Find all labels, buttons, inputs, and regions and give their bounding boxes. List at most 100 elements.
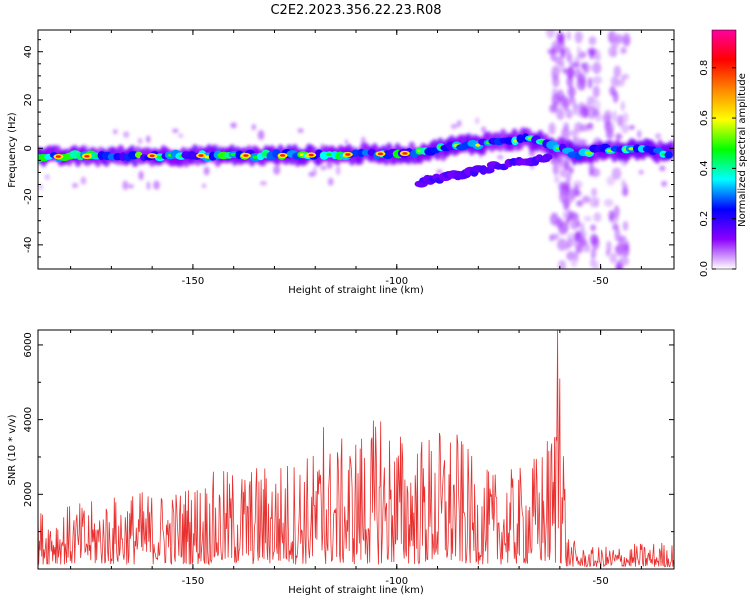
heatmap-speckle bbox=[583, 215, 593, 222]
heatmap-hotspot bbox=[84, 154, 90, 158]
figure-title: C2E2.2023.356.22.23.R08 bbox=[270, 3, 441, 18]
heatmap-speckle bbox=[591, 187, 598, 197]
heatmap-speckle bbox=[592, 75, 603, 85]
heatmap-speckle bbox=[574, 67, 582, 80]
heatmap-speckle bbox=[568, 53, 573, 66]
heatmap-speckle bbox=[615, 244, 625, 257]
heatmap-speckle bbox=[576, 45, 582, 55]
heatmap-speckle bbox=[327, 177, 334, 186]
heatmap-speckle bbox=[335, 165, 341, 176]
heatmap-speckle bbox=[655, 133, 661, 140]
heatmap-speckle bbox=[552, 76, 560, 88]
heatmap-ridge-blob bbox=[664, 151, 673, 159]
heatmap-hotspot bbox=[308, 153, 314, 157]
heatmap-speckle bbox=[548, 104, 559, 114]
heatmap-speckle bbox=[558, 260, 566, 269]
heatmap-speckle bbox=[450, 123, 458, 130]
heatmap-speckle bbox=[589, 196, 598, 208]
heatmap-speckle bbox=[153, 180, 160, 190]
heatmap-speckle bbox=[568, 166, 574, 175]
heatmap-ridge-core bbox=[555, 146, 560, 150]
colorbar-label: Normalized spectral amplitude bbox=[737, 73, 748, 227]
heatmap-speckle bbox=[297, 128, 304, 133]
heatmap-speckle bbox=[622, 112, 629, 124]
heatmap-speckle bbox=[562, 67, 568, 74]
heatmap-speckle bbox=[550, 233, 560, 240]
heatmap-speckle bbox=[613, 65, 622, 78]
heatmap-speckle bbox=[612, 91, 619, 103]
heatmap-speckle bbox=[122, 180, 129, 191]
heatmap-speckle bbox=[592, 85, 600, 98]
heatmap-speckle bbox=[566, 251, 576, 261]
heatmap-speckle bbox=[80, 176, 87, 185]
colorbar-tick-label: 0.2 bbox=[699, 211, 710, 227]
heatmap-speckle bbox=[592, 62, 602, 74]
y-tick-label: -40 bbox=[23, 237, 34, 253]
colorbar-tick-label: 0.6 bbox=[699, 110, 710, 126]
heatmap-speckle bbox=[565, 109, 573, 119]
y-tick-label: 0 bbox=[23, 145, 34, 151]
heatmap-speckle bbox=[576, 138, 582, 145]
heatmap-speckle bbox=[576, 200, 584, 207]
heatmap-speckle bbox=[128, 184, 134, 189]
heatmap-speckle bbox=[638, 169, 644, 175]
heatmap-speckle bbox=[571, 61, 580, 69]
heatmap-speckle bbox=[621, 123, 630, 134]
x-tick-label: -50 bbox=[592, 576, 608, 587]
heatmap-ridge-core bbox=[585, 151, 594, 155]
heatmap-branch-blob bbox=[542, 153, 553, 161]
heatmap-speckle bbox=[561, 127, 570, 140]
heatmap-speckle bbox=[576, 77, 587, 91]
x-tick-label: -50 bbox=[592, 276, 608, 287]
heatmap-speckle bbox=[556, 108, 565, 121]
y-tick-label: 20 bbox=[23, 94, 34, 107]
heatmap-speckle bbox=[619, 256, 630, 266]
heatmap-speckle bbox=[137, 137, 143, 145]
heatmap-speckle bbox=[589, 233, 599, 246]
y-tick-label: 40 bbox=[23, 45, 34, 58]
heatmap-speckle bbox=[72, 183, 79, 188]
heatmap-speckle bbox=[608, 210, 615, 222]
colorbar-frame bbox=[711, 29, 737, 270]
heatmap-y-label: Frequency (Hz) bbox=[7, 112, 18, 188]
heatmap-speckle bbox=[575, 244, 584, 254]
heatmap-speckle bbox=[436, 169, 443, 174]
x-tick-label: -150 bbox=[182, 276, 205, 287]
heatmap-speckle bbox=[569, 212, 579, 221]
heatmap-speckle bbox=[566, 238, 573, 248]
heatmap-speckle bbox=[551, 65, 560, 80]
heatmap-speckle bbox=[621, 73, 630, 80]
y-tick-label: 6000 bbox=[23, 332, 34, 357]
heatmap-speckle bbox=[260, 181, 267, 186]
heatmap-speckle bbox=[481, 126, 487, 133]
heatmap-speckle bbox=[659, 165, 666, 172]
heatmap-speckle bbox=[580, 62, 585, 69]
heatmap-speckle bbox=[574, 122, 584, 133]
heatmap-speckle bbox=[567, 86, 576, 98]
heatmap-speckle bbox=[552, 162, 559, 176]
heatmap-hotspot bbox=[345, 153, 351, 156]
heatmap-speckle bbox=[257, 130, 265, 140]
heatmap-speckle bbox=[606, 126, 613, 135]
heatmap-speckle bbox=[474, 117, 480, 125]
heatmap-speckle bbox=[546, 30, 555, 39]
heatmap-speckle bbox=[562, 211, 568, 219]
heatmap-blobs bbox=[38, 30, 674, 269]
heatmap-speckle bbox=[589, 49, 595, 60]
heatmap-speckle bbox=[601, 114, 612, 123]
heatmap-speckle bbox=[574, 31, 583, 44]
heatmap-speckle bbox=[203, 166, 210, 176]
y-tick-label: -20 bbox=[23, 188, 34, 204]
heatmap-speckle bbox=[587, 106, 597, 120]
heatmap-speckle bbox=[594, 53, 602, 62]
heatmap-hotspot bbox=[243, 154, 249, 157]
heatmap-speckle bbox=[178, 133, 184, 138]
heatmap-hotspot bbox=[377, 152, 384, 156]
heatmap-hotspot bbox=[55, 155, 61, 158]
heatmap-speckle bbox=[590, 248, 597, 260]
y-tick-label: 4000 bbox=[23, 407, 34, 432]
heatmap-speckle bbox=[566, 173, 571, 183]
heatmap-speckle bbox=[497, 155, 504, 160]
heatmap-panel: -150 -100 -50 -40 -20 0 20 40 Height of straigh… bbox=[7, 29, 675, 296]
heatmap-speckle bbox=[605, 249, 611, 257]
